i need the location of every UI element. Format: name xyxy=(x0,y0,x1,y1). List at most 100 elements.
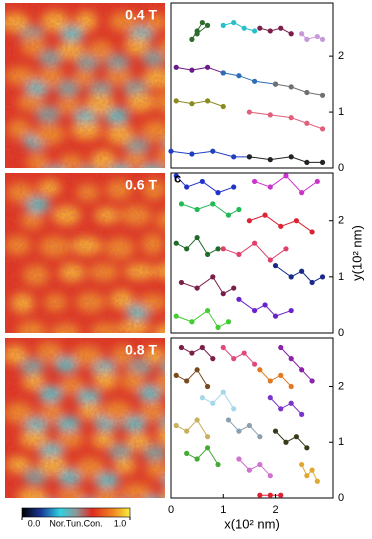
vortex-point xyxy=(178,279,185,286)
vortex-point xyxy=(267,378,273,384)
vortex-point xyxy=(189,101,195,107)
vortex-point xyxy=(262,302,268,308)
vortex-point xyxy=(204,64,211,70)
plot-data xyxy=(168,19,326,166)
x-tick-label: 0 xyxy=(168,504,174,516)
trajectory xyxy=(175,368,209,387)
trajectory xyxy=(275,430,308,449)
vortex-point xyxy=(184,450,190,457)
vortex-point xyxy=(241,350,247,356)
vortex-point xyxy=(319,159,326,166)
vortex-point xyxy=(299,367,305,373)
vortex-point xyxy=(173,313,179,319)
plot-data xyxy=(173,344,320,498)
vortex-point xyxy=(272,263,279,269)
map-noise xyxy=(5,338,165,498)
vortex-point xyxy=(189,319,195,325)
vortex-point xyxy=(236,428,242,434)
vortex-point xyxy=(236,296,242,302)
vortex-point xyxy=(215,246,221,252)
vortex-point xyxy=(178,344,185,351)
vortex-point xyxy=(309,279,315,286)
vortex-point xyxy=(278,344,284,351)
vortex-point xyxy=(220,70,226,76)
vortex-point xyxy=(210,274,216,280)
vortex-point xyxy=(204,445,211,451)
trajectory xyxy=(275,83,323,96)
y-tick-label: 1 xyxy=(338,106,344,118)
vortex-point xyxy=(194,367,200,373)
trajectory xyxy=(259,27,292,35)
vortex-point xyxy=(304,473,310,479)
vortex-point xyxy=(194,285,200,291)
vortex-point xyxy=(204,251,211,258)
colorbar xyxy=(21,507,131,518)
vortex-point xyxy=(319,274,326,280)
vortex-point xyxy=(194,234,200,241)
vortex-point xyxy=(309,229,315,235)
vortex-point xyxy=(225,212,232,218)
vortex-point xyxy=(272,81,279,87)
vortex-point xyxy=(241,25,247,31)
trajectory xyxy=(301,33,323,40)
vortex-point xyxy=(189,151,195,157)
map-blob xyxy=(180,499,204,515)
vortex-point xyxy=(304,159,310,166)
vortex-point xyxy=(252,307,258,314)
vortex-point xyxy=(246,109,252,115)
vortex-point xyxy=(293,218,300,224)
plot-area xyxy=(170,172,334,334)
vortex-point xyxy=(194,206,200,213)
y-tick-label: 0 xyxy=(338,492,344,504)
vortex-point xyxy=(184,428,190,434)
vortex-point xyxy=(252,240,258,246)
vortex-point xyxy=(204,383,211,390)
y-tick-label: 2 xyxy=(338,50,344,62)
trajectory xyxy=(259,369,292,387)
y-tick-label: 2 xyxy=(338,380,344,392)
vortex-point xyxy=(309,378,315,384)
vortex-point xyxy=(267,28,273,34)
vortex-point xyxy=(210,400,216,406)
vortex-point xyxy=(220,103,226,110)
x-tick-label: 2 xyxy=(272,504,278,516)
vortex-point xyxy=(173,422,179,429)
vortex-point xyxy=(173,64,179,70)
tunneling-map xyxy=(5,338,204,515)
vortex-point xyxy=(299,268,305,274)
field-label: 0.4 T xyxy=(125,7,157,23)
field-label: 0.8 T xyxy=(125,342,157,358)
vortex-point xyxy=(252,178,258,185)
trajectory xyxy=(175,419,209,437)
vortex-point xyxy=(278,223,284,229)
vortex-point xyxy=(220,22,226,28)
vortex-point xyxy=(231,19,237,26)
vortex-point xyxy=(236,456,242,462)
vortex-point xyxy=(184,378,190,384)
trajectory xyxy=(223,72,276,85)
vortex-point xyxy=(194,456,200,462)
plot-data xyxy=(173,173,326,330)
vortex-point xyxy=(204,22,211,28)
vortex-point xyxy=(204,307,211,314)
vortex-point xyxy=(194,417,200,423)
vortex-point xyxy=(257,367,263,373)
vortex-point xyxy=(257,492,263,498)
vortex-point xyxy=(304,36,310,42)
trajectory xyxy=(176,100,224,107)
vortex-point xyxy=(231,406,237,412)
trajectory xyxy=(181,346,214,359)
vortex-point xyxy=(204,434,211,440)
vortex-point xyxy=(173,372,179,378)
vortex-point xyxy=(173,98,179,104)
vortex-point xyxy=(283,246,289,252)
colorbar-tick-label: 0.0 xyxy=(28,518,41,528)
vortex-point xyxy=(283,439,289,445)
vortex-point xyxy=(293,434,300,440)
vortex-point xyxy=(299,190,305,196)
vortex-point xyxy=(189,67,195,73)
vortex-point xyxy=(225,319,232,325)
colorbar-label: Nor.Tun.Con. xyxy=(49,518,102,528)
vortex-point xyxy=(231,184,237,190)
